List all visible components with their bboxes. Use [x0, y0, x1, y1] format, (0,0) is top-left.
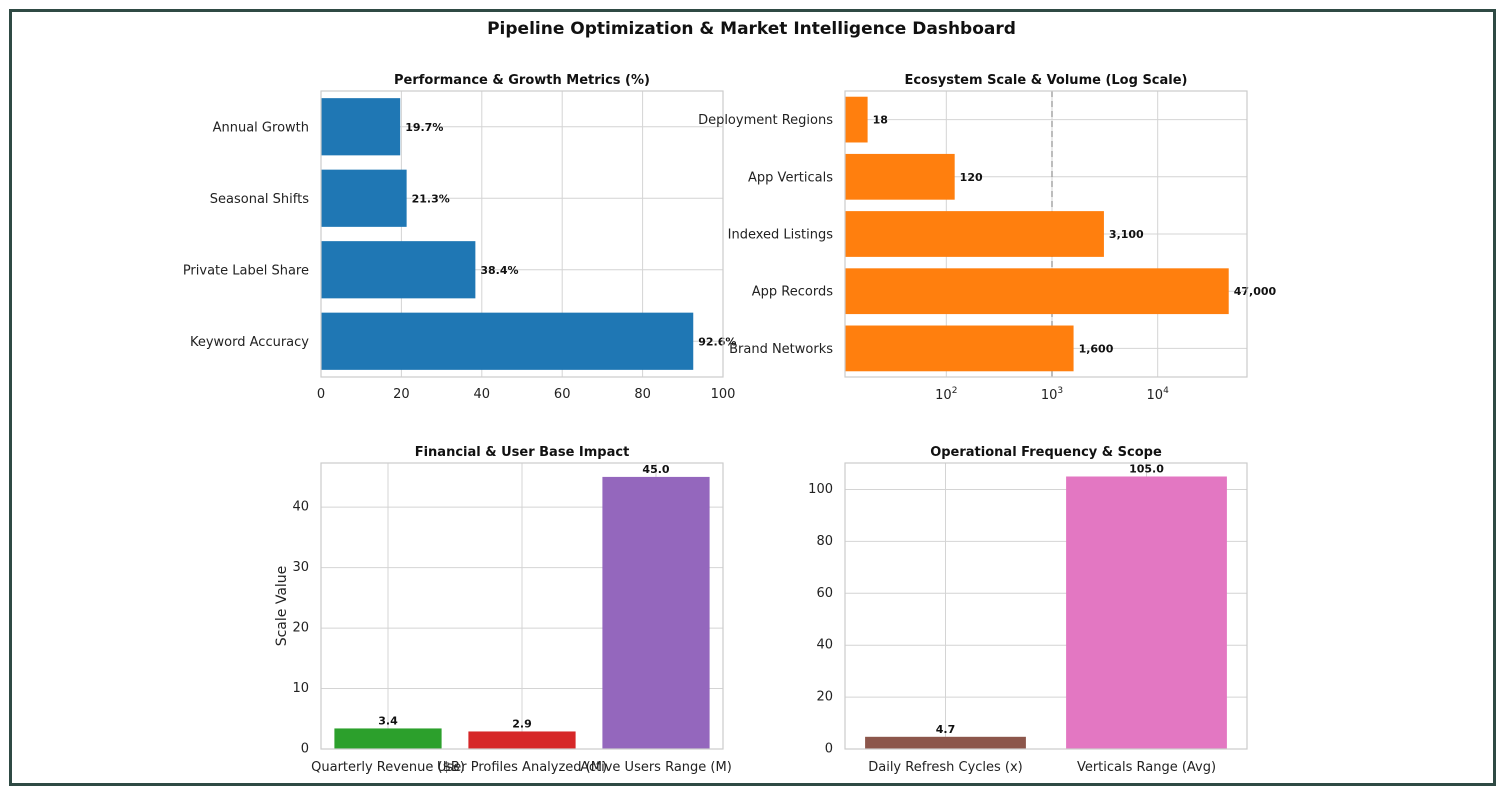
- ecosystem-x-tick-label: 102: [935, 386, 957, 403]
- performance-data-label: 38.4%: [480, 264, 518, 277]
- performance-x-tick-label: 60: [554, 387, 571, 402]
- financial-y-axis-label: Scale Value: [274, 566, 290, 647]
- operational-y-tick-label: 80: [816, 534, 833, 549]
- operational-data-label: 4.7: [936, 723, 956, 736]
- performance-plot-frame: [320, 90, 724, 378]
- operational-y-tick-label: 40: [816, 638, 833, 653]
- performance-x-tick-label: 0: [317, 387, 325, 402]
- operational-data-label: 105.0: [1129, 462, 1164, 475]
- financial-bar: [602, 476, 710, 749]
- ecosystem-data-label: 18: [873, 114, 888, 127]
- performance-bar: [321, 312, 694, 370]
- performance-category-label: Private Label Share: [183, 263, 309, 278]
- financial-category-label: Active Users Range (M): [580, 760, 732, 775]
- operational-category-label: Verticals Range (Avg): [1077, 760, 1216, 775]
- financial-chart-title: Financial & User Base Impact: [415, 445, 630, 460]
- performance-x-tick-label: 100: [711, 387, 736, 402]
- ecosystem-data-label: 3,100: [1109, 228, 1144, 241]
- operational-plot-frame: [844, 462, 1248, 750]
- ecosystem-x-tick-label: 104: [1147, 386, 1170, 403]
- performance-data-label: 92.6%: [698, 335, 736, 348]
- operational-y-tick-label: 60: [816, 586, 833, 601]
- operational-chart-title: Operational Frequency & Scope: [930, 445, 1162, 460]
- ecosystem-data-label: 120: [960, 171, 983, 184]
- ecosystem-category-label: App Records: [752, 285, 833, 300]
- operational-y-tick-label: 20: [816, 690, 833, 705]
- financial-category-label: User Profiles Analyzed (M): [437, 760, 607, 775]
- ecosystem-x-tick-label: 103: [1041, 386, 1063, 403]
- financial-y-tick-label: 40: [292, 500, 309, 515]
- financial-y-tick-label: 30: [292, 560, 309, 575]
- financial-data-label: 3.4: [378, 714, 398, 727]
- financial-plot-frame: [320, 462, 724, 750]
- operational-bar: [865, 736, 1026, 749]
- chart-financial: Financial & User Base Impact 0 10 20 30 40 3.4…: [274, 445, 732, 775]
- financial-bar: [468, 731, 576, 749]
- ecosystem-category-label: App Verticals: [748, 170, 833, 185]
- ecosystem-plot-frame: [844, 90, 1248, 378]
- chart-performance: Performance & Growth Metrics (%) 0 20 40 60 8…: [183, 73, 737, 402]
- ecosystem-data-label: 1,600: [1079, 342, 1114, 355]
- ecosystem-bar: [845, 268, 1229, 315]
- financial-y-tick-label: 10: [292, 681, 309, 696]
- operational-y-tick-label: 100: [808, 482, 833, 497]
- financial-data-label: 45.0: [642, 463, 669, 476]
- dashboard-title: Pipeline Optimization & Market Intellige…: [487, 19, 1016, 39]
- performance-x-tick-label: 20: [393, 387, 410, 402]
- operational-y-tick-label: 0: [825, 742, 833, 757]
- performance-category-label: Annual Growth: [213, 120, 309, 135]
- performance-bar: [321, 98, 401, 156]
- performance-category-label: Keyword Accuracy: [190, 335, 309, 350]
- performance-x-tick-label: 80: [634, 387, 651, 402]
- ecosystem-chart-title: Ecosystem Scale & Volume (Log Scale): [905, 73, 1188, 88]
- performance-bar: [321, 241, 476, 299]
- financial-category-label: Quarterly Revenue ($B): [311, 760, 465, 775]
- financial-y-tick-label: 0: [301, 742, 309, 757]
- ecosystem-bar: [845, 96, 868, 143]
- ecosystem-bar: [845, 153, 955, 200]
- chart-ecosystem: Ecosystem Scale & Volume (Log Scale) 102 1…: [698, 73, 1276, 403]
- performance-data-label: 21.3%: [412, 192, 450, 205]
- financial-y-tick-label: 20: [292, 621, 309, 636]
- dashboard-frame: [9, 9, 1496, 786]
- ecosystem-bar: [845, 211, 1104, 257]
- ecosystem-category-label: Deployment Regions: [698, 113, 833, 128]
- ecosystem-category-label: Indexed Listings: [728, 228, 834, 243]
- performance-chart-title: Performance & Growth Metrics (%): [394, 73, 650, 88]
- performance-category-label: Seasonal Shifts: [210, 192, 309, 207]
- financial-bar: [334, 728, 442, 749]
- ecosystem-category-label: Brand Networks: [729, 342, 833, 357]
- chart-operational: Operational Frequency & Scope 0 20 40 60 80 10…: [808, 445, 1248, 775]
- performance-data-label: 19.7%: [405, 121, 443, 134]
- financial-data-label: 2.9: [512, 717, 532, 730]
- performance-bar: [321, 169, 407, 227]
- ecosystem-bar: [845, 325, 1074, 372]
- performance-x-tick-label: 40: [474, 387, 491, 402]
- ecosystem-data-label: 47,000: [1234, 285, 1277, 298]
- operational-category-label: Daily Refresh Cycles (x): [868, 760, 1023, 775]
- operational-bar: [1066, 476, 1227, 749]
